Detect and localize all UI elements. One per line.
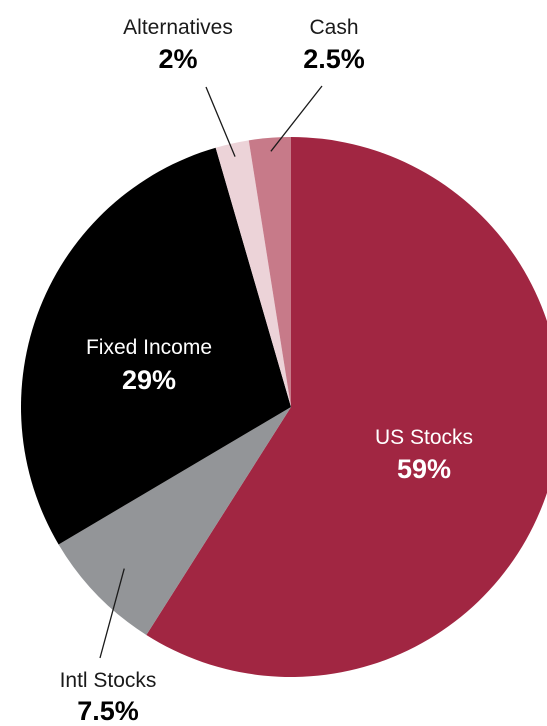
label-cash: Cash 2.5%: [303, 16, 365, 74]
leader-line-alternatives: [205, 86, 236, 157]
slice-value-label: 59%: [397, 454, 451, 484]
slice-name-label: Alternatives: [123, 16, 233, 39]
pie-slice-intl-stocks: [58, 407, 291, 635]
pie-slices: [21, 136, 547, 677]
slice-value-label: 29%: [122, 365, 176, 395]
leader-lines: [99, 85, 323, 659]
slice-name-label: Intl Stocks: [60, 669, 157, 692]
slice-value-label: 7.5%: [77, 696, 139, 726]
slice-name-label: US Stocks: [375, 426, 473, 449]
pie-slice-cash: [248, 136, 291, 407]
label-fixed-income: Fixed Income 29%: [86, 336, 212, 395]
label-alternatives: Alternatives 2%: [123, 16, 233, 74]
slice-value-label: 2.5%: [303, 44, 365, 74]
pie-slice-fixed-income: [21, 147, 292, 545]
slice-name-label: Fixed Income: [86, 336, 212, 359]
leader-line-cash: [270, 85, 323, 152]
leader-line-intl-stocks: [99, 568, 125, 659]
slice-value-label: 2%: [158, 44, 197, 74]
pie-slice-alternatives: [215, 140, 291, 407]
label-us-stocks: US Stocks 59%: [375, 426, 473, 484]
slice-name-label: Cash: [309, 16, 358, 39]
pie-slice-us-stocks: [146, 137, 547, 677]
label-intl-stocks: Intl Stocks 7.5%: [60, 669, 157, 726]
